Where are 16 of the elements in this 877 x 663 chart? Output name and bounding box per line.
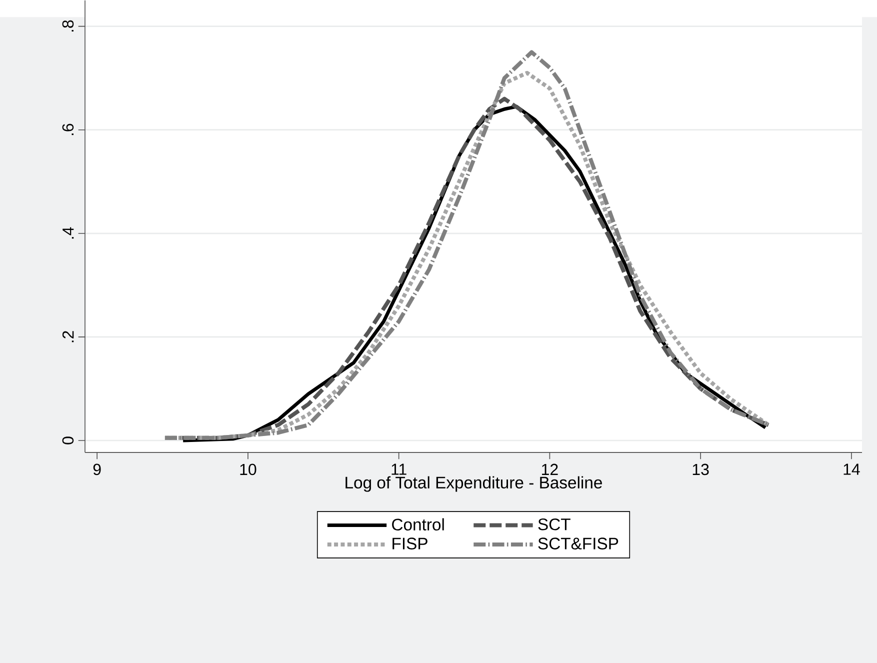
y-tick-label: .4 [62,227,74,239]
y-tick-label: .6 [62,124,74,136]
y-tick-label: 0 [62,436,74,444]
legend-label: Control [392,518,444,530]
legend-label: SCT&FISP [538,538,618,550]
y-tick-label: .2 [62,331,74,342]
x-tick-label: 14 [844,464,860,475]
x-tick-label: 10 [240,464,256,476]
x-axis-title: Log of Total Expenditure - Baseline [346,476,602,492]
x-tick-label: 9 [93,464,101,476]
x-tick-label: 13 [692,464,709,476]
y-tick-label: .8 [62,20,74,32]
legend-label: SCT [538,518,570,530]
x-tick-label: 11 [392,464,406,475]
x-tick-label: 12 [542,464,558,475]
legend-label: FISP [392,538,428,550]
